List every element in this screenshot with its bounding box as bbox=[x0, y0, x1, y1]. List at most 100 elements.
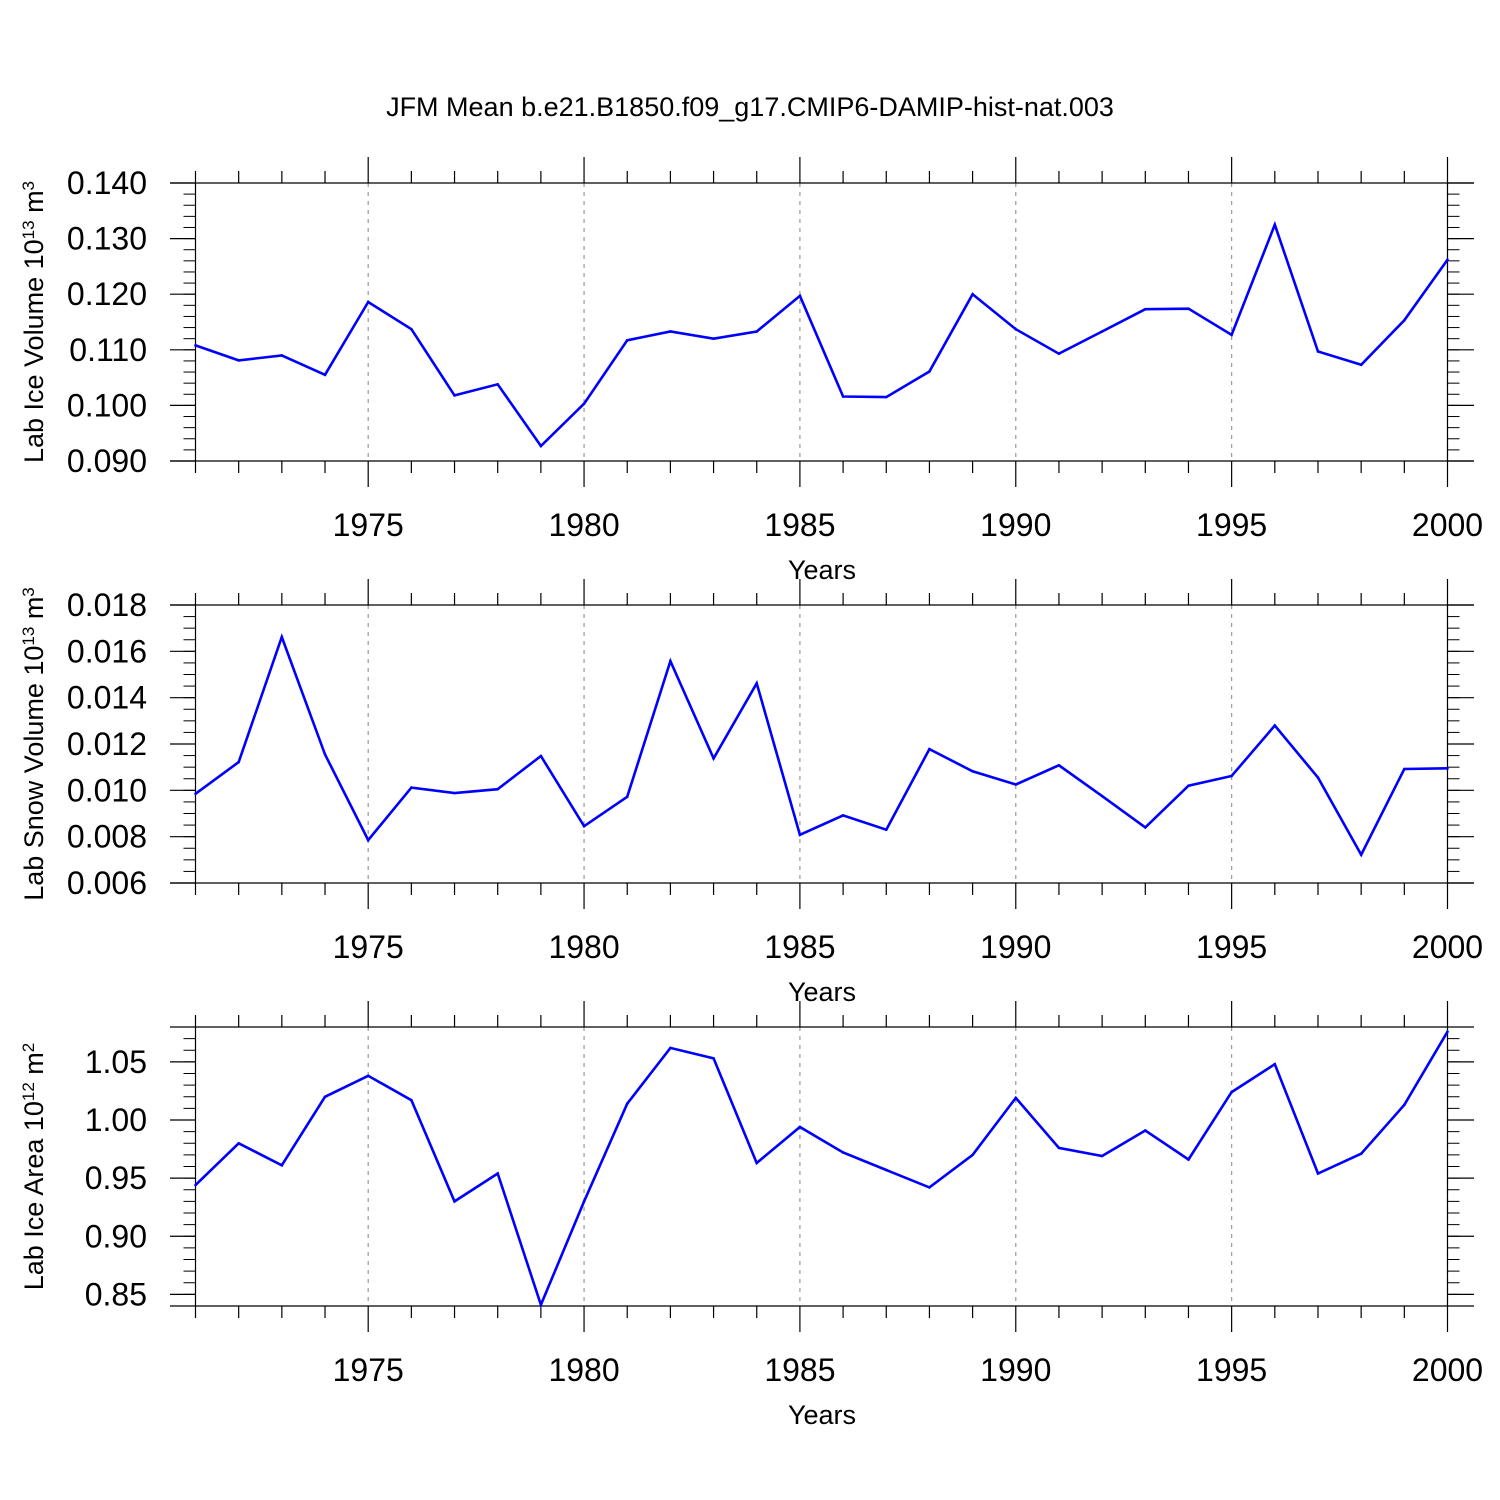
data-point bbox=[1230, 1090, 1233, 1094]
data-point bbox=[971, 770, 974, 773]
data-point bbox=[1230, 774, 1233, 778]
data-point bbox=[1187, 784, 1190, 787]
data-point bbox=[366, 1074, 370, 1078]
x-axis-label: Years bbox=[788, 1400, 856, 1430]
figure-title: JFM Mean b.e21.B1850.f09_g17.CMIP6-DAMIP… bbox=[386, 92, 1114, 122]
data-point bbox=[323, 373, 327, 377]
x-tick-label: 1980 bbox=[548, 1352, 619, 1388]
data-point bbox=[1359, 363, 1363, 367]
ice-volume-panel: 1975 1980 1985 1990 1995 2000 0.090 0.100 0.110 0… bbox=[19, 157, 1483, 585]
y-tick-label: 0.014 bbox=[67, 680, 147, 716]
data-point bbox=[280, 354, 284, 357]
x-axis-label: Years bbox=[788, 555, 856, 585]
series-line bbox=[194, 633, 1448, 858]
y-tick-label: 0.130 bbox=[67, 221, 147, 257]
data-point bbox=[1316, 776, 1320, 779]
x-tick-label: 1995 bbox=[1196, 1352, 1267, 1388]
data-point bbox=[1187, 1158, 1190, 1161]
data-point bbox=[1014, 783, 1018, 786]
data-point bbox=[625, 339, 629, 342]
data-point bbox=[1403, 319, 1406, 322]
data-point bbox=[582, 402, 586, 406]
data-point bbox=[841, 814, 845, 817]
data-point bbox=[1359, 1152, 1363, 1156]
data-point bbox=[712, 337, 715, 340]
data-point bbox=[712, 1057, 715, 1060]
y-tick-label: 1.05 bbox=[85, 1044, 147, 1080]
x-tick-label: 1990 bbox=[980, 1352, 1051, 1388]
data-point bbox=[798, 1125, 802, 1129]
data-point bbox=[798, 833, 802, 837]
x-tick-label: 1975 bbox=[333, 1352, 404, 1388]
data-point bbox=[1014, 327, 1018, 331]
y-tick-label: 0.140 bbox=[67, 165, 147, 201]
data-point bbox=[755, 1161, 759, 1165]
data-point bbox=[366, 300, 370, 304]
data-point bbox=[1446, 258, 1449, 262]
y-axis-label: Lab Snow Volume 1013 m3 bbox=[19, 587, 50, 901]
data-point bbox=[237, 1141, 240, 1145]
ice-area-panel: 1975 1980 1985 1990 1995 2000 0.85 0.90 0.95 1.00… bbox=[19, 1001, 1483, 1430]
x-tick-label: 1985 bbox=[764, 507, 835, 543]
data-point bbox=[539, 444, 543, 448]
data-point bbox=[1316, 1172, 1320, 1175]
data-point bbox=[798, 294, 802, 298]
data-point bbox=[1187, 307, 1190, 310]
data-point bbox=[1403, 1103, 1406, 1107]
y-tick-label: 0.006 bbox=[67, 865, 147, 901]
series-line bbox=[194, 1031, 1449, 1309]
x-tick-label: 1985 bbox=[764, 1352, 835, 1388]
data-point bbox=[194, 792, 197, 796]
x-tick-label: 1985 bbox=[764, 929, 835, 965]
data-point bbox=[971, 1153, 974, 1157]
data-point bbox=[280, 1164, 284, 1167]
data-point bbox=[539, 754, 543, 758]
data-point bbox=[410, 1098, 413, 1102]
y-tick-label: 0.012 bbox=[67, 726, 147, 762]
data-point bbox=[884, 395, 888, 399]
data-point bbox=[280, 635, 284, 639]
y-tick-label: 0.100 bbox=[67, 387, 147, 423]
data-point bbox=[669, 1046, 672, 1050]
y-axis-label: Lab Ice Area 1012 m2 bbox=[19, 1043, 50, 1291]
data-point bbox=[669, 330, 672, 333]
y-tick-label: 0.018 bbox=[67, 587, 147, 623]
data-point bbox=[1359, 853, 1363, 857]
y-tick-label: 0.85 bbox=[85, 1276, 147, 1312]
data-point bbox=[1230, 333, 1233, 337]
y-tick-label: 0.008 bbox=[67, 819, 147, 855]
data-point bbox=[1143, 826, 1147, 829]
y-tick-label: 0.016 bbox=[67, 633, 147, 669]
data-point bbox=[366, 838, 370, 842]
data-point bbox=[928, 1186, 931, 1189]
data-point bbox=[884, 828, 888, 832]
data-point bbox=[453, 1200, 456, 1203]
y-tick-label: 0.090 bbox=[67, 443, 147, 479]
data-point bbox=[1143, 1129, 1147, 1132]
data-point bbox=[453, 394, 456, 397]
y-tick-label: 0.90 bbox=[85, 1218, 147, 1254]
data-point bbox=[582, 1200, 586, 1203]
data-point bbox=[1273, 724, 1277, 727]
data-point bbox=[1273, 223, 1277, 226]
data-point bbox=[625, 1102, 629, 1106]
y-tick-label: 0.120 bbox=[67, 276, 147, 312]
x-tick-label: 1995 bbox=[1196, 929, 1267, 965]
data-point bbox=[1014, 1096, 1018, 1100]
data-point bbox=[496, 787, 500, 791]
data-point bbox=[1446, 1030, 1449, 1033]
data-point bbox=[1316, 350, 1320, 353]
data-point bbox=[582, 824, 586, 828]
snow-volume-panel: 1975 1980 1985 1990 1995 2000 0.006 0.008 0.010 0… bbox=[19, 579, 1483, 1007]
data-point bbox=[625, 795, 629, 799]
data-point bbox=[1273, 1062, 1277, 1066]
data-point bbox=[712, 757, 715, 760]
data-point bbox=[237, 760, 240, 764]
y-tick-label: 0.95 bbox=[85, 1160, 147, 1196]
y-tick-label: 1.00 bbox=[85, 1102, 147, 1138]
x-tick-label: 1995 bbox=[1196, 507, 1267, 543]
data-point bbox=[237, 359, 240, 362]
data-point bbox=[928, 370, 931, 373]
y-tick-label: 0.010 bbox=[67, 772, 147, 808]
